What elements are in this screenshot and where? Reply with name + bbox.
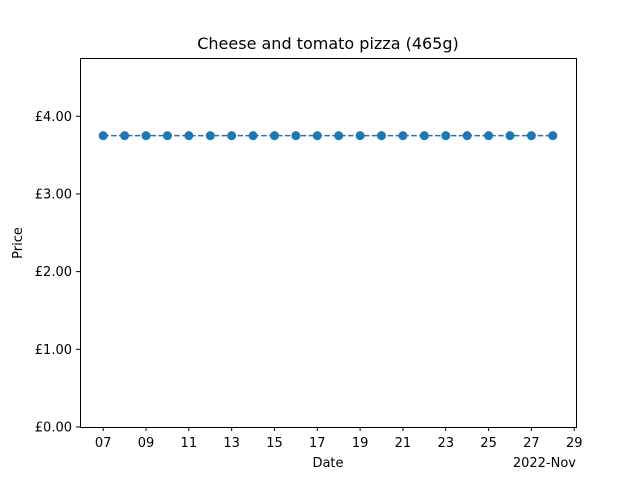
x-tick-label: 29 — [566, 436, 583, 451]
x-tick-label: 23 — [437, 436, 454, 451]
data-point — [291, 131, 301, 141]
x-tick-label: 07 — [95, 436, 112, 451]
y-tick-label: £1.00 — [35, 343, 72, 358]
plot-area — [98, 131, 558, 141]
y-tick-label: £3.00 — [35, 187, 72, 202]
data-point — [484, 131, 494, 141]
data-point — [227, 131, 237, 141]
x-axis-title: Date — [312, 456, 343, 471]
data-point — [162, 131, 172, 141]
data-point — [505, 131, 515, 141]
y-tick-label: £0.00 — [35, 421, 72, 436]
data-point — [312, 131, 322, 141]
data-point — [120, 131, 130, 141]
data-point — [419, 131, 429, 141]
x-tick-label: 17 — [309, 436, 326, 451]
data-point — [355, 131, 365, 141]
data-point — [184, 131, 194, 141]
data-point — [441, 131, 451, 141]
data-point — [248, 131, 258, 141]
x-tick-label: 27 — [523, 436, 540, 451]
data-point — [398, 131, 408, 141]
x-tick-label: 13 — [223, 436, 240, 451]
x-tick-label: 09 — [138, 436, 155, 451]
data-point — [269, 131, 279, 141]
y-axis-title: Price — [11, 227, 26, 259]
x-tick-label: 25 — [480, 436, 497, 451]
y-tick-label: £2.00 — [35, 265, 72, 280]
y-tick-label: £4.00 — [35, 110, 72, 125]
data-point — [377, 131, 387, 141]
data-point — [98, 131, 108, 141]
x-axis-offset-label: 2022-Nov — [513, 456, 576, 471]
data-point — [205, 131, 215, 141]
x-axis: 07 09 11 13 15 17 19 21 23 25 27 29 — [95, 427, 583, 451]
x-tick-label: 15 — [266, 436, 283, 451]
data-point — [548, 131, 558, 141]
x-tick-label: 11 — [181, 436, 198, 451]
y-axis: £0.00 £1.00 £2.00 £3.00 £4.00 — [35, 110, 80, 436]
x-tick-label: 19 — [352, 436, 369, 451]
chart-title: Cheese and tomato pizza (465g) — [197, 34, 459, 53]
data-point — [462, 131, 472, 141]
plot-frame — [80, 58, 577, 428]
data-point — [141, 131, 151, 141]
data-point — [334, 131, 344, 141]
data-point — [526, 131, 536, 141]
x-tick-label: 21 — [395, 436, 412, 451]
